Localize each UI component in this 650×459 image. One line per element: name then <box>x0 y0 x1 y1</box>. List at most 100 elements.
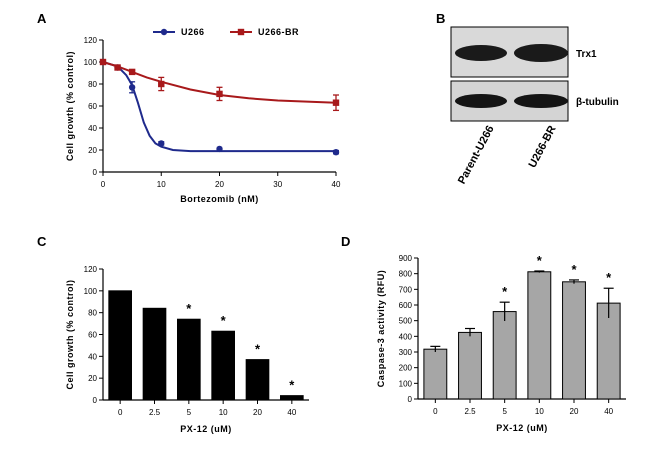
legend-marker <box>237 28 245 36</box>
data-point-u266 <box>158 140 165 147</box>
x-tick-label: 2.5 <box>464 407 476 416</box>
significance-marker: * <box>255 342 261 357</box>
data-point-u266-br <box>99 58 107 66</box>
y-tick-label: 400 <box>399 332 413 341</box>
data-point-u266-br <box>128 68 136 76</box>
data-points-a <box>99 58 340 156</box>
legend-label: U266 <box>181 27 205 37</box>
x-tick-label: 20 <box>253 408 262 417</box>
bar-d <box>458 331 482 400</box>
fit-curves-a <box>102 61 337 153</box>
x-tick-label: 20 <box>215 180 224 189</box>
x-tick-label: 0 <box>101 180 106 189</box>
bar-c <box>177 318 201 401</box>
western-blot: Trx1 β-tubulin Parent-U266 U266-BR <box>450 26 619 186</box>
y-tick-label: 120 <box>84 265 98 274</box>
legend-label: U266-BR <box>258 27 299 37</box>
chart-a: U266 U266-BR 0 20 40 60 80 100 120 0 10 20 30 40 Bor… <box>65 27 341 204</box>
data-point-u266 <box>128 84 136 91</box>
bar-d <box>492 311 517 400</box>
x-tick-label: 5 <box>502 407 507 416</box>
x-tick-label: 0 <box>433 407 438 416</box>
significance-marker: * <box>502 284 508 299</box>
x-tick-label: 2.5 <box>149 408 161 417</box>
x-axis-title-a: Bortezomib (nM) <box>180 194 259 204</box>
significance-marker: * <box>606 270 612 285</box>
bar-c <box>108 290 132 401</box>
x-tick-label: 40 <box>287 408 296 417</box>
y-axis-title-a: Cell growth (% control) <box>65 51 75 161</box>
x-tick-label: 40 <box>604 407 613 416</box>
y-tick-label: 60 <box>88 331 97 340</box>
lane-label-br: U266-BR <box>527 124 559 170</box>
fit-curve-u266 <box>102 61 336 153</box>
axes-a: 0 20 40 60 80 100 120 0 10 20 30 40 <box>84 36 341 189</box>
band-label-tubulin: β-tubulin <box>576 97 619 108</box>
bar-c <box>245 359 270 401</box>
y-tick-label: 20 <box>88 146 97 155</box>
y-tick-label: 900 <box>399 254 413 263</box>
bar-c <box>211 330 235 401</box>
bar-c <box>280 395 304 401</box>
panel-label-c: C <box>37 234 47 249</box>
data-point-u266 <box>216 145 223 153</box>
lane-label-parent: Parent-U266 <box>456 124 497 186</box>
y-tick-label: 100 <box>84 58 98 67</box>
x-tick-label: 5 <box>187 408 192 417</box>
bar-d <box>562 281 586 400</box>
x-tick-label: 0 <box>118 408 123 417</box>
legend-a: U266 U266-BR <box>153 27 299 37</box>
y-tick-label: 300 <box>399 348 413 357</box>
panel-label-b: B <box>436 11 445 26</box>
y-axis-title-d: Caspase-3 activity (RFU) <box>376 270 386 388</box>
y-tick-label: 40 <box>88 352 97 361</box>
x-axis-title-d: PX-12 (uM) <box>496 423 548 433</box>
data-point-u266-br <box>216 90 223 98</box>
y-tick-label: 40 <box>88 124 97 133</box>
y-tick-label: 0 <box>93 168 98 177</box>
bar-c <box>142 307 167 401</box>
bars-c: * * * * <box>108 290 304 401</box>
bar-d <box>423 348 448 400</box>
axes-d: 0 100 200 300 400 500 600 700 800 900 0 2.5 5 10 20 40 <box>399 254 626 416</box>
legend-marker <box>160 28 168 36</box>
x-tick-label: 10 <box>219 408 228 417</box>
bar-d <box>527 271 552 400</box>
y-tick-label: 100 <box>84 287 98 296</box>
fit-curve-u266-br <box>102 61 337 104</box>
band-tubulin-br <box>514 94 568 108</box>
significance-marker: * <box>186 301 192 316</box>
significance-marker: * <box>221 313 227 328</box>
significance-marker: * <box>537 253 543 268</box>
y-axis-title-c: Cell growth (% control) <box>65 280 75 390</box>
band-trx1-br <box>514 44 568 62</box>
data-point-u266-br <box>114 64 121 71</box>
band-trx1-parent <box>455 45 507 61</box>
bars-d: * * * * <box>423 253 621 400</box>
y-tick-label: 700 <box>399 285 413 294</box>
band-tubulin-parent <box>455 94 507 108</box>
y-tick-label: 800 <box>399 270 413 279</box>
panel-label-d: D <box>341 234 350 249</box>
significance-marker: * <box>289 378 295 393</box>
y-tick-label: 0 <box>408 395 413 404</box>
data-point-u266-br <box>332 99 340 106</box>
data-point-u266-br <box>158 80 165 88</box>
axes-c: 0 20 40 60 80 100 120 0 2.5 5 10 20 40 <box>84 265 309 417</box>
x-axis-title-c: PX-12 (uM) <box>180 424 232 434</box>
x-tick-label: 10 <box>535 407 544 416</box>
y-tick-label: 100 <box>399 379 413 388</box>
y-tick-label: 80 <box>88 80 97 89</box>
y-tick-label: 500 <box>399 317 413 326</box>
x-tick-label: 20 <box>570 407 579 416</box>
panel-label-a: A <box>37 11 47 26</box>
band-label-trx1: Trx1 <box>576 49 597 60</box>
significance-marker: * <box>571 262 577 277</box>
y-tick-label: 0 <box>93 396 98 405</box>
y-tick-label: 80 <box>88 309 97 318</box>
x-tick-label: 30 <box>273 180 282 189</box>
y-tick-label: 120 <box>84 36 98 45</box>
y-tick-label: 200 <box>399 364 413 373</box>
